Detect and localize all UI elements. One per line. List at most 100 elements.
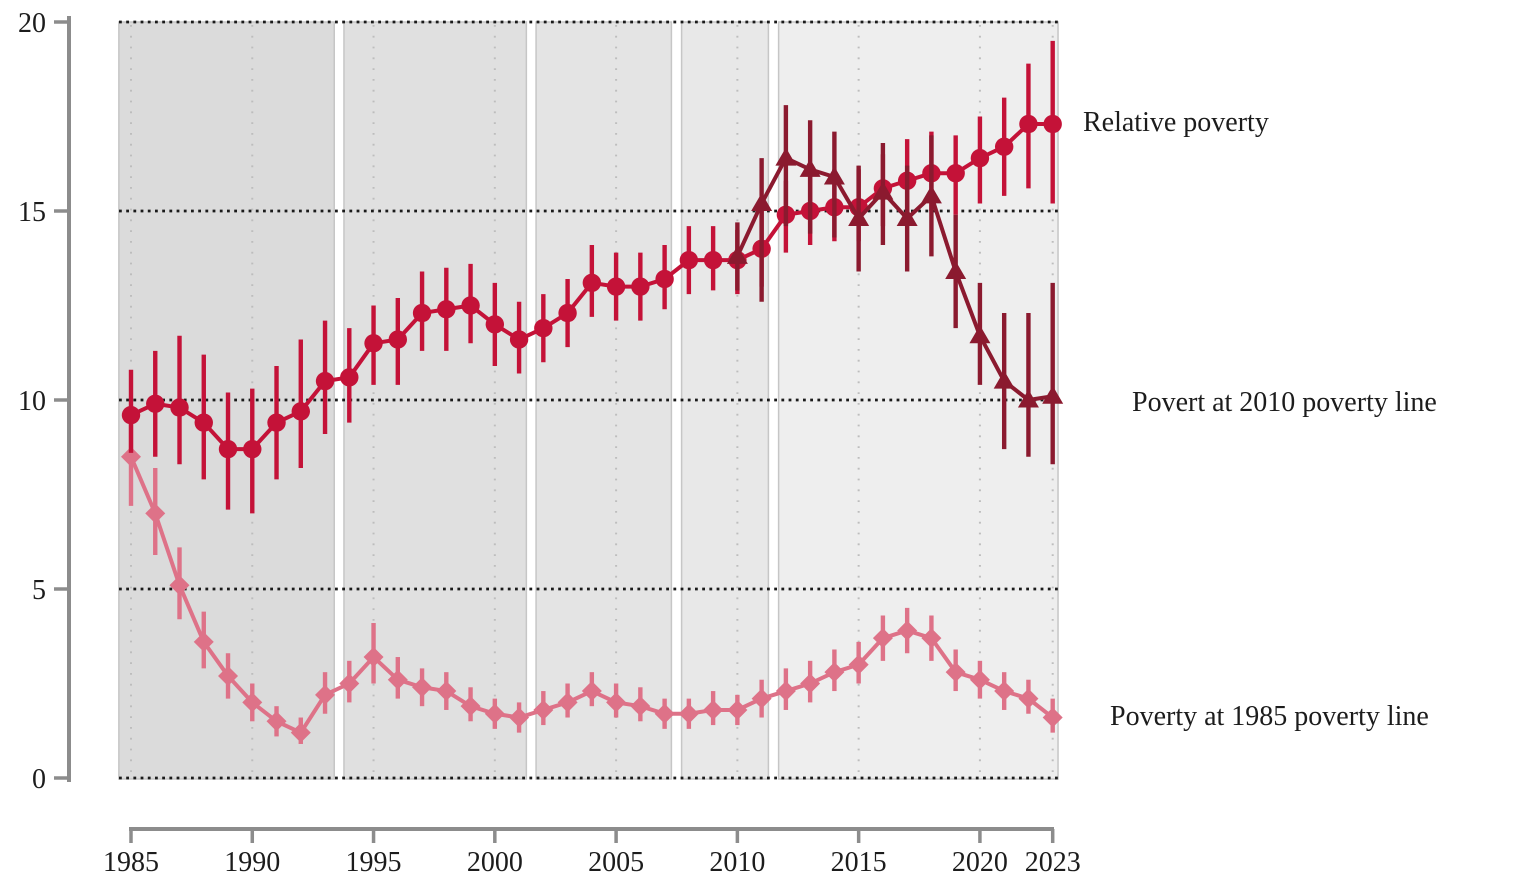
x-tick-label: 1995 [346, 847, 402, 878]
data-point-marker [340, 368, 359, 387]
data-point-marker [485, 315, 505, 334]
data-point-marker [267, 413, 286, 432]
data-point-marker [678, 703, 699, 724]
data-point-marker [364, 334, 383, 353]
data-point-marker [823, 166, 845, 185]
data-point-marker [533, 699, 554, 720]
series-relative-poverty [121, 40, 1062, 514]
data-point-marker [655, 269, 674, 289]
data-point-marker [582, 273, 602, 293]
data-point-marker [775, 681, 796, 702]
data-point-marker [751, 192, 773, 211]
data-point-marker [1042, 385, 1064, 404]
data-point-marker [1018, 688, 1039, 709]
data-point-marker [581, 681, 602, 702]
data-point-marker [703, 699, 724, 720]
data-point-marker [703, 250, 723, 270]
data-point-marker [970, 148, 990, 168]
data-point-marker [824, 662, 845, 683]
data-point-marker [606, 277, 626, 296]
data-point-marker [872, 628, 893, 649]
data-point-marker [848, 654, 869, 675]
series-label-poverty-2010-line: Povert at 2010 poverty line [1132, 387, 1437, 418]
data-point-marker [193, 631, 214, 652]
series-poverty-1985-line [121, 407, 1063, 744]
data-point-marker [121, 405, 141, 425]
y-tick-label: 20 [18, 8, 46, 39]
data-point-marker [630, 696, 651, 717]
data-point-marker [484, 703, 505, 724]
data-point-marker [509, 330, 529, 349]
data-point-marker [558, 303, 577, 323]
data-point-marker [194, 413, 213, 432]
data-point-marker [243, 439, 262, 459]
data-point-marker [994, 681, 1015, 702]
data-point-marker [751, 688, 772, 709]
data-point-marker [121, 446, 141, 467]
data-point-marker [363, 647, 384, 668]
data-point-marker [1042, 707, 1063, 728]
x-tick-label: 2010 [709, 847, 765, 878]
data-point-marker [291, 402, 310, 421]
data-point-marker [169, 575, 190, 596]
data-point-marker [872, 181, 894, 200]
data-point-marker [170, 398, 189, 417]
data-point-marker [897, 620, 918, 641]
data-point-marker [946, 164, 965, 183]
data-point-marker [896, 208, 918, 227]
data-point-marker [339, 673, 360, 694]
data-point-marker [218, 439, 238, 459]
y-tick-label: 0 [32, 764, 46, 795]
data-point-marker [242, 692, 263, 713]
data-point-marker [557, 692, 578, 713]
data-point-marker [387, 669, 408, 690]
data-point-marker [606, 692, 627, 713]
data-point-marker [920, 185, 942, 204]
data-point-marker [969, 669, 990, 690]
data-point-marker [1043, 114, 1062, 134]
data-point-marker [388, 330, 408, 349]
series-poverty-2010-line [726, 105, 1064, 465]
data-point-marker [945, 662, 966, 683]
data-point-marker [775, 147, 797, 166]
x-tick-label: 2005 [588, 847, 644, 878]
data-point-marker [290, 722, 311, 743]
data-point-marker [631, 277, 650, 296]
data-point-marker [993, 370, 1015, 389]
data-point-marker [315, 371, 335, 391]
data-point-marker [799, 158, 821, 177]
data-point-marker [534, 318, 553, 338]
data-point-marker [461, 296, 480, 315]
data-point-marker [460, 696, 481, 717]
data-point-marker [266, 711, 287, 732]
x-tick-label: 1985 [103, 847, 159, 878]
data-point-marker [727, 699, 748, 720]
x-axis: 1985 1990 1995 2000 2005 2010 2015 2020 2023 [103, 827, 1081, 878]
data-point-marker [509, 707, 530, 728]
data-point-marker [679, 250, 699, 270]
data-point-marker [412, 303, 432, 323]
series-label-poverty-1985-line: Poverty at 1985 poverty line [1110, 701, 1429, 732]
y-tick-label: 15 [18, 197, 46, 228]
horizontal-gridlines [119, 20, 1058, 780]
data-point-marker [437, 300, 456, 319]
data-point-marker [145, 503, 166, 524]
x-tick-label: 2015 [831, 847, 887, 878]
x-tick-label: 1990 [224, 847, 280, 878]
data-point-marker [800, 673, 821, 694]
y-tick-label: 10 [18, 386, 46, 417]
data-point-marker [848, 208, 870, 227]
data-point-marker [315, 684, 336, 705]
data-point-marker [969, 325, 991, 344]
data-point-marker [945, 260, 967, 279]
x-tick-label: 2023 [1025, 847, 1081, 878]
y-tick-label: 5 [32, 575, 46, 606]
data-point-marker [146, 394, 165, 413]
data-point-marker [1019, 114, 1038, 134]
data-point-marker [921, 628, 942, 649]
data-point-marker [436, 681, 457, 702]
y-axis: 0 5 10 15 20 [18, 8, 71, 795]
data-point-marker [412, 677, 433, 698]
